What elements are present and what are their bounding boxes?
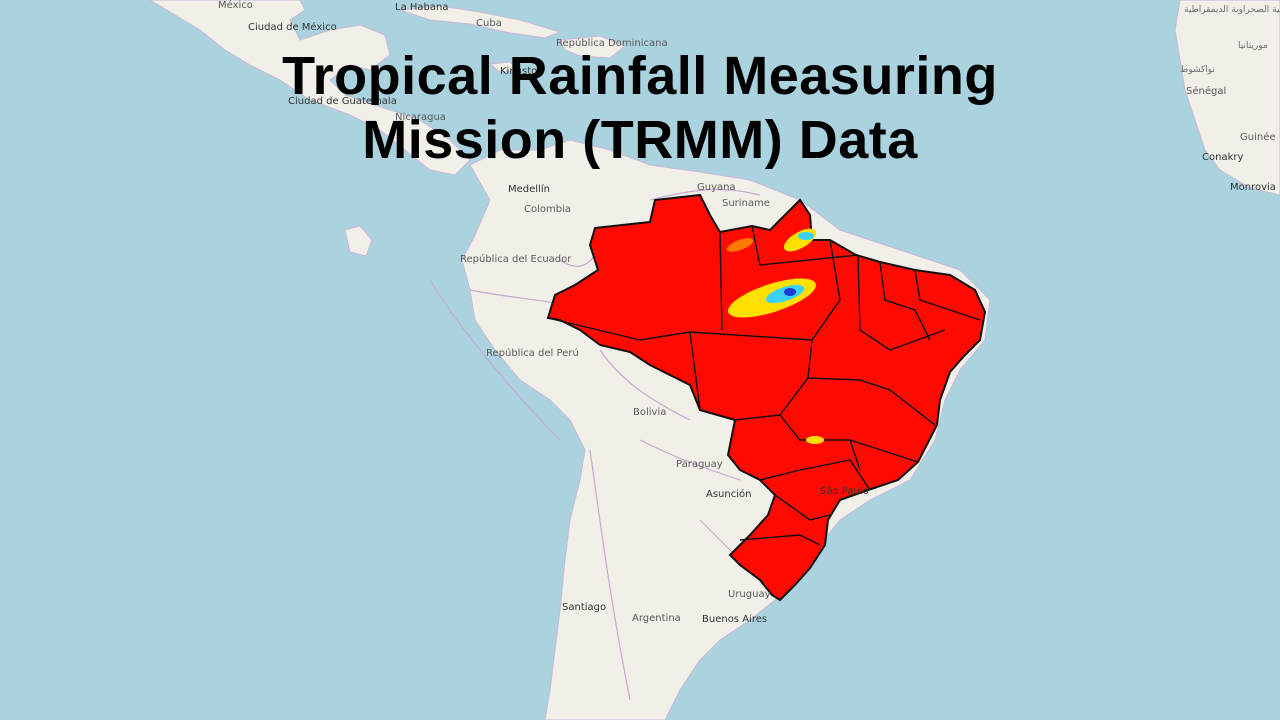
label-mexico-city: Ciudad de México — [248, 21, 337, 33]
label-mauritania: موريتانيا — [1238, 41, 1268, 51]
brazil-rainfall-area — [546, 193, 987, 602]
label-kingston: Kingston — [500, 66, 544, 77]
label-guinee: Guinée — [1240, 131, 1276, 143]
rain-patch-goias — [806, 436, 824, 444]
rain-patch-para-max — [784, 288, 796, 296]
label-mexico: México — [218, 0, 253, 11]
brazil-rainfall-layer[interactable] — [546, 193, 987, 602]
label-asuncion: Asunción — [706, 488, 751, 500]
state-borders — [547, 225, 981, 546]
label-ecuador: República del Ecuador — [460, 253, 572, 265]
galapagos-landmass — [344, 225, 373, 257]
label-cuba: Cuba — [476, 18, 502, 29]
hispaniola-landmass — [559, 35, 626, 59]
label-nouakchott: نواكشوط — [1180, 65, 1215, 75]
label-sao-paulo: São Paulo — [820, 486, 869, 497]
central-america-landmass — [149, 0, 471, 176]
label-monrovia: Monrovia — [1230, 182, 1276, 193]
label-nicaragua: Nicaragua — [395, 112, 446, 123]
label-argentina: Argentina — [632, 613, 681, 624]
label-guatemala: Ciudad de Guatemala — [288, 96, 397, 107]
jamaica-landmass — [488, 61, 520, 73]
title-line-2: Mission (TRMM) Data — [362, 110, 918, 170]
label-buenos-aires: Buenos Aires — [702, 614, 767, 625]
label-santiago: Santiago — [562, 602, 606, 613]
label-uruguay: Uruguay — [728, 589, 771, 600]
label-suriname: Suriname — [722, 198, 770, 209]
label-western-sahara: العربية الصحراوية الديمقراطية — [1184, 5, 1280, 15]
rain-patch-amapa-core — [798, 232, 814, 240]
label-guyana: Guyana — [697, 182, 736, 193]
label-medellin: Medellín — [508, 183, 550, 195]
label-paraguay: Paraguay — [676, 459, 723, 470]
page-title: Tropical Rainfall Measuring Mission (TRM… — [0, 44, 1280, 172]
label-peru: República del Perú — [486, 347, 579, 359]
label-senegal: Sénégal — [1186, 85, 1226, 97]
label-colombia: Colombia — [524, 204, 571, 215]
label-conakry: Conakry — [1202, 152, 1243, 163]
map-labels: México Ciudad de México La Habana Cuba K… — [218, 0, 1280, 625]
rain-patch-north — [726, 238, 754, 252]
label-la-habana: La Habana — [395, 2, 448, 13]
label-bolivia: Bolivia — [633, 407, 666, 418]
title-line-1: Tropical Rainfall Measuring — [282, 46, 998, 106]
heavy-rain-patches — [726, 228, 824, 444]
west-africa-landmass — [1174, 0, 1280, 196]
cuba-landmass — [399, 5, 562, 39]
label-dominicana: República Dominicana — [556, 37, 668, 49]
